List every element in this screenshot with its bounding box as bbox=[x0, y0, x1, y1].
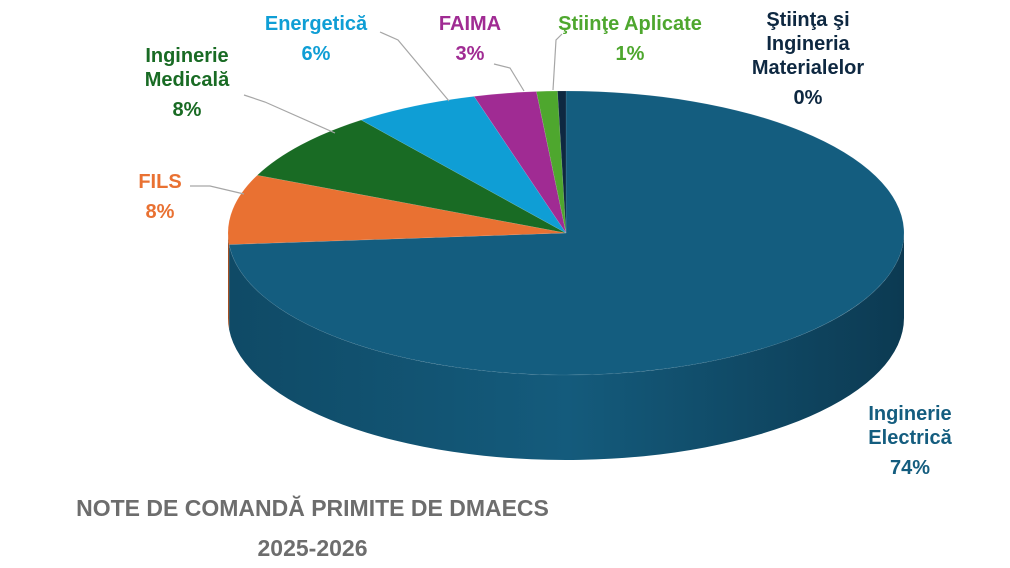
data-label-5: Ştiinţe Aplicate 1% bbox=[558, 13, 702, 65]
slice-label-6-2: Materialelor bbox=[752, 57, 864, 79]
pie-slice-5 bbox=[536, 90, 567, 234]
data-label-1: FILS 8% bbox=[138, 171, 181, 223]
slice-label-5-0: Ştiinţe Aplicate bbox=[558, 13, 702, 35]
pie-slice-1 bbox=[227, 174, 567, 245]
chart-title-line-1: NOTE DE COMANDĂ PRIMITE DE DMAECS bbox=[76, 495, 549, 521]
slice-value-0: 74% bbox=[890, 457, 930, 479]
slice-label-2-1: Medicală bbox=[145, 69, 230, 91]
pie-slice-4 bbox=[473, 91, 567, 234]
slice-label-6-1: Ingineria bbox=[766, 33, 850, 55]
slice-label-3-0: Energetică bbox=[265, 13, 368, 35]
slice-value-2: 8% bbox=[173, 99, 202, 121]
pie-slice-side-0 bbox=[229, 233, 904, 460]
slice-value-1: 8% bbox=[146, 201, 175, 223]
slice-value-3: 6% bbox=[302, 43, 331, 65]
pie-slice-2 bbox=[256, 119, 567, 234]
pie-slice-6 bbox=[557, 90, 567, 234]
slice-value-5: 1% bbox=[616, 43, 645, 65]
slice-value-4: 3% bbox=[456, 43, 485, 65]
leader-line-2 bbox=[243, 94, 336, 134]
leader-line-4 bbox=[493, 63, 525, 92]
slice-value-6: 0% bbox=[794, 87, 823, 109]
pie-slice-3 bbox=[360, 96, 567, 234]
leader-line-3 bbox=[379, 31, 450, 102]
leader-line-5 bbox=[552, 33, 563, 91]
slice-label-0-1: Electrică bbox=[868, 427, 952, 449]
leader-line-1 bbox=[190, 185, 245, 195]
slice-label-6-0: Ştiinţa şi bbox=[766, 9, 849, 31]
slice-label-4-0: FAIMA bbox=[439, 13, 501, 35]
chart-title: NOTE DE COMANDĂ PRIMITE DE DMAECS 2025-2… bbox=[40, 488, 585, 568]
pie-slice-0 bbox=[228, 90, 905, 376]
slice-label-2-0: Inginerie bbox=[145, 45, 228, 67]
data-label-4: FAIMA 3% bbox=[439, 13, 501, 65]
slice-label-0-0: Inginerie bbox=[868, 403, 951, 425]
chart-title-line-2: 2025-2026 bbox=[257, 535, 368, 561]
slice-label-1-0: FILS bbox=[138, 171, 181, 193]
pie-slice-side-1 bbox=[228, 233, 230, 330]
data-label-3: Energetică 6% bbox=[265, 13, 368, 65]
